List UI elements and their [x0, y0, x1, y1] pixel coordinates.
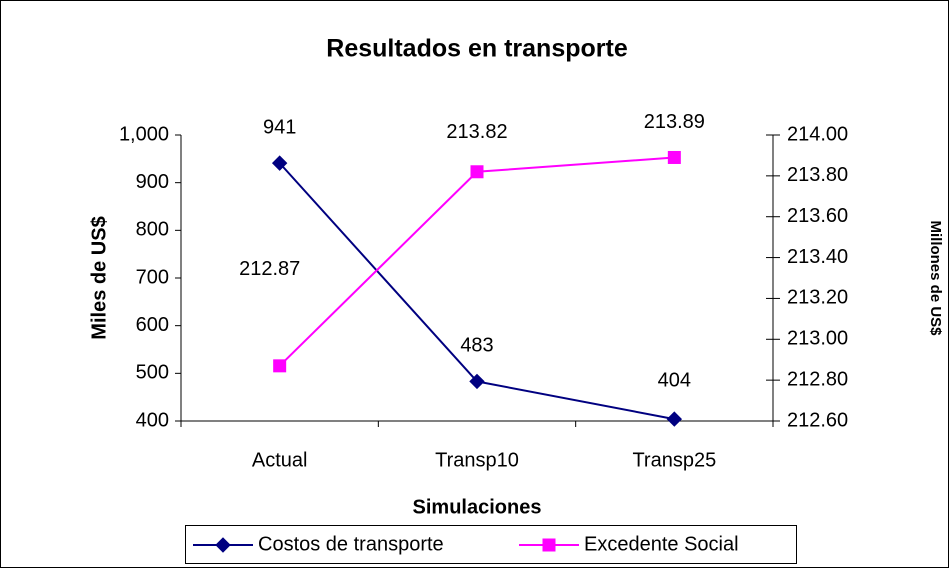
series-marker [469, 373, 485, 390]
x-tick-label: Transp10 [435, 449, 519, 471]
y-tick-label: 800 [136, 219, 169, 241]
x-tick-label: Actual [252, 449, 308, 471]
legend-label: Costos de transporte [258, 533, 444, 555]
y-tick-label: 700 [136, 266, 169, 288]
y2-tick-label: 212.60 [787, 409, 848, 431]
legend-label: Excedente Social [584, 533, 739, 555]
y2-tick-label: 213.60 [787, 205, 848, 227]
y2-tick-label: 213.20 [787, 287, 848, 309]
data-label: 941 [263, 116, 296, 138]
series-marker [271, 155, 288, 171]
legend-marker [215, 537, 231, 553]
data-label: 213.89 [644, 111, 705, 133]
legend-box [185, 525, 797, 564]
data-label: 213.82 [446, 121, 507, 143]
series-marker [470, 165, 484, 179]
y2-tick-label: 213.80 [787, 164, 848, 186]
x-tick-label: Transp25 [632, 449, 716, 471]
legend-marker [542, 538, 556, 552]
y2-tick-label: 213.00 [787, 328, 848, 350]
y-tick-label: 1,000 [119, 123, 169, 145]
x-axis-label: Simulaciones [413, 496, 542, 518]
y-tick-label: 400 [136, 409, 169, 431]
y-tick-label: 500 [136, 362, 169, 384]
y-tick-label: 900 [136, 171, 169, 193]
data-label: 483 [460, 335, 493, 357]
chart-title: Resultados en transporte [326, 35, 628, 63]
data-label: 212.87 [239, 258, 300, 280]
y2-tick-label: 212.80 [787, 368, 848, 390]
series-marker [666, 411, 683, 427]
y2-axis-label: Millones de US$ [927, 220, 944, 336]
series-marker [273, 359, 287, 373]
y2-tick-label: 213.40 [787, 246, 848, 268]
y-axis-label: Miles de US$ [88, 216, 110, 339]
data-label: 404 [658, 369, 691, 391]
y2-tick-label: 214.00 [787, 123, 848, 145]
y-tick-label: 600 [136, 314, 169, 336]
series-marker [667, 150, 681, 164]
